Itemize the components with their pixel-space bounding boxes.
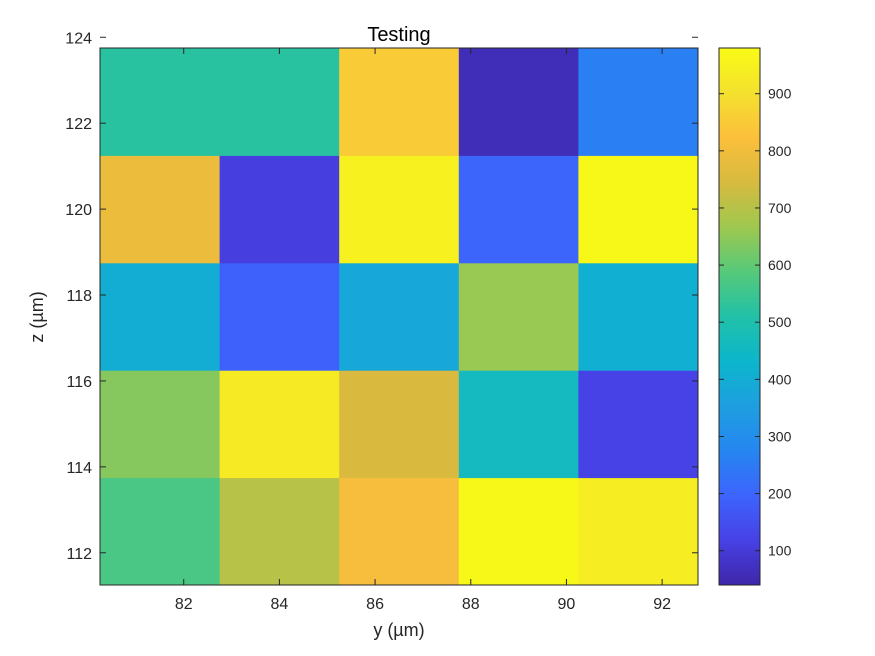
heatmap-cell [578,155,699,264]
plot-frame [99,47,699,586]
y-tick-label: 124 [65,30,92,47]
x-axis-label: y (µm) [373,620,424,640]
x-tick-label: 88 [462,596,480,613]
y-tick-label: 116 [66,374,92,391]
heatmap-cell [219,155,340,264]
colorbar-gradient [718,47,761,586]
y-axis-label: z (µm) [27,291,47,342]
colorbar-tick-label: 700 [768,200,792,216]
x-tick-label: 92 [653,596,671,613]
heatmap-cell [100,262,221,371]
heatmap-cell [458,155,579,264]
y-tick-label: 120 [65,202,92,219]
heatmap-cell [100,48,221,156]
heatmap-cell [219,477,340,586]
colorbar-tick-label: 800 [768,143,792,159]
heatmap-cell [578,370,699,479]
y-tick-label: 122 [65,116,92,133]
x-tick-label: 84 [271,596,289,613]
colorbar-tick-label: 300 [768,428,792,444]
heatmap-cell [219,262,340,371]
colorbar-tick-label: 600 [768,257,792,273]
heatmap-cell [339,155,460,264]
heatmap-cell [578,262,699,371]
heatmap-cell [578,477,699,586]
heatmap-cell [339,370,460,479]
heatmap-cell [100,155,221,264]
x-tick-label: 86 [366,596,384,613]
heatmap-cell [458,262,579,371]
colorbar-tick-label: 400 [768,371,792,387]
heatmap-cell [339,477,460,586]
y-tick-label: 118 [66,288,92,305]
colorbar-tick-label: 900 [768,86,792,102]
heatmap-cell [578,48,699,156]
heatmap-cell [339,262,460,371]
heatmap-cell [458,477,579,586]
heatmap-cell [219,48,340,156]
heatmap-cell [100,370,221,479]
heatmap-cell [100,477,221,586]
heatmap-cell [339,48,460,156]
colorbar-tick-label: 100 [768,543,792,559]
x-tick-label: 90 [558,596,576,613]
heatmap-cell [219,370,340,479]
y-axis-ticks: 112 114 116 118 120 122 124 [65,30,698,563]
colorbar-ticks: 100 200 300 400 500 600 700 800 900 [719,86,792,559]
plot-area: 82 84 86 88 90 92 112 114 116 118 120 122 124 [65,30,699,613]
y-tick-label: 112 [66,546,92,563]
x-axis-ticks: 82 84 86 88 90 92 [175,48,671,613]
colorbar-tick-label: 200 [768,486,792,502]
heatmap-cell [458,370,579,479]
chart-title: Testing [367,24,430,46]
heatmap-cells [100,48,699,586]
colorbar-tick-label: 500 [768,314,792,330]
heatmap-cell [458,48,579,156]
colorbar: 100 200 300 400 500 600 700 800 900 [718,47,792,586]
x-tick-label: 82 [175,596,193,613]
y-tick-label: 114 [66,460,92,477]
